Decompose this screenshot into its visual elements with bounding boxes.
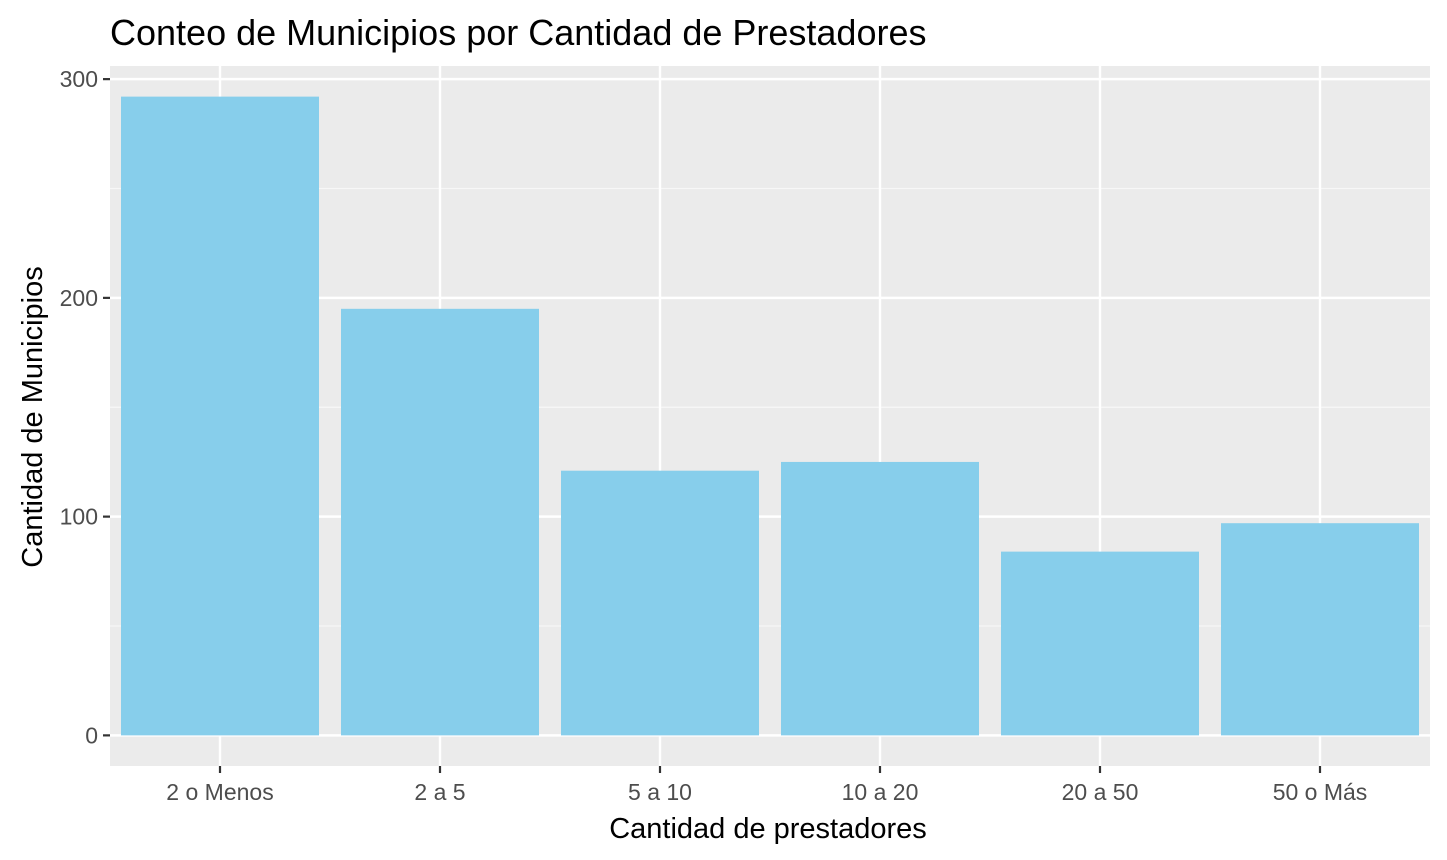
x-tick-label: 2 o Menos — [166, 779, 273, 805]
y-tick-label: 0 — [85, 722, 98, 748]
bar — [1221, 523, 1419, 736]
minor-grid — [110, 187, 1430, 627]
x-tick-label: 5 a 10 — [628, 779, 692, 805]
y-axis: 0 100 200 300 — [60, 66, 110, 748]
y-tick-label: 200 — [60, 285, 98, 311]
bar — [121, 96, 319, 736]
x-tick-label: 2 a 5 — [414, 779, 465, 805]
x-tick-label: 50 o Más — [1273, 779, 1368, 805]
y-axis-title: Cantidad de Municipios — [17, 266, 49, 567]
bar — [561, 470, 759, 736]
x-tick-label: 10 a 20 — [842, 779, 919, 805]
chart-title: Conteo de Municipios por Cantidad de Pre… — [110, 12, 927, 53]
bar — [781, 461, 979, 736]
y-tick-label: 100 — [60, 504, 98, 530]
x-axis: 2 o Menos 2 a 5 5 a 10 10 a 20 20 a 50 50 o M… — [166, 766, 1367, 805]
plot-panel — [110, 66, 1430, 766]
y-tick-label: 300 — [60, 66, 98, 92]
x-axis-title: Cantidad de prestadores — [609, 813, 927, 845]
bar — [341, 308, 539, 736]
bar — [1001, 551, 1199, 736]
x-tick-label: 20 a 50 — [1062, 779, 1139, 805]
bars-group — [121, 96, 1419, 736]
